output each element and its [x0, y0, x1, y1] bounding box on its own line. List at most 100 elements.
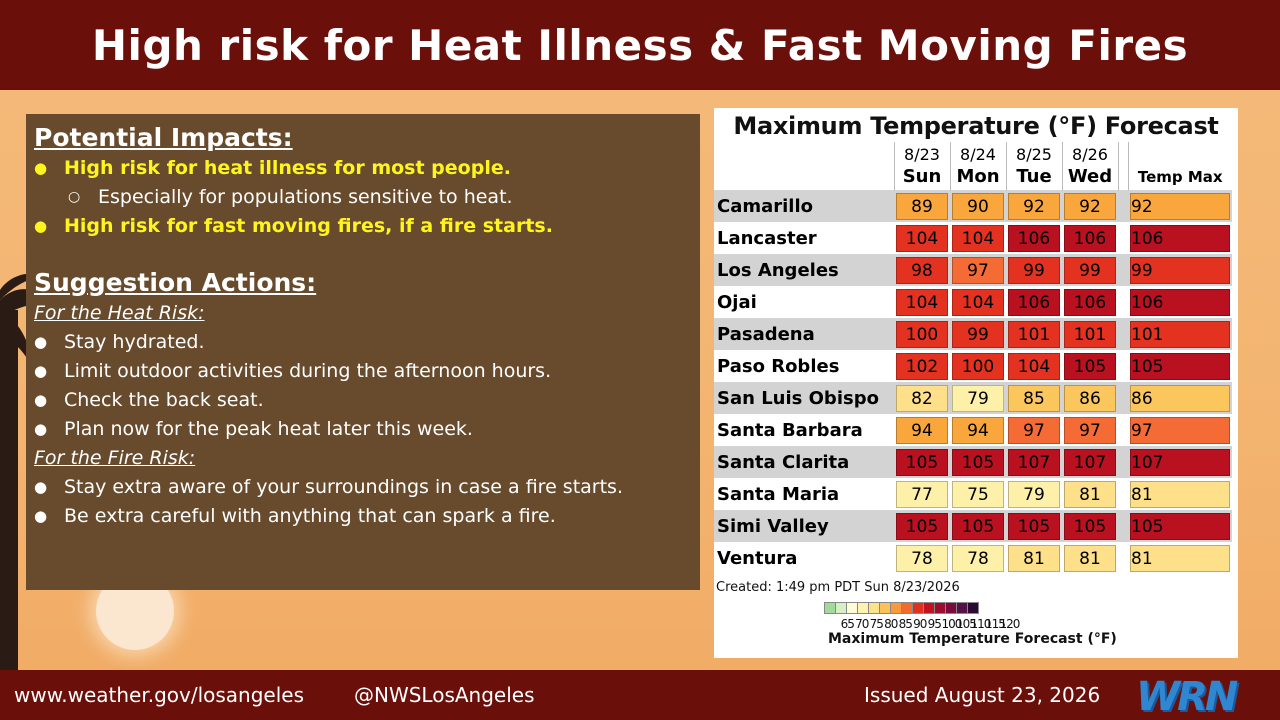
legend-tick: 100 [941, 617, 963, 631]
table-row: San Luis Obispo 82 79 85 86 86 [714, 382, 1232, 414]
temp-value: 79 [1008, 480, 1060, 508]
list-item: ● Stay hydrated. [34, 328, 692, 357]
column-separator [1118, 542, 1128, 574]
city-name: Santa Maria [714, 478, 894, 510]
temp-cell: 102 [894, 350, 950, 382]
temp-value: 106 [1064, 224, 1116, 252]
action-text: Limit outdoor activities during the afte… [64, 360, 552, 382]
temp-max-value: 105 [1130, 512, 1230, 540]
temp-value: 105 [952, 512, 1004, 540]
temp-cell: 98 [894, 254, 950, 286]
temp-cell: 105 [894, 510, 950, 542]
temp-value: 97 [1064, 416, 1116, 444]
bullet-icon: ● [34, 420, 48, 438]
list-item: ● Plan now for the peak heat later this w… [34, 415, 692, 444]
legend-tick: 85 [898, 617, 913, 631]
temp-max-cell: 99 [1128, 254, 1232, 286]
hollow-bullet-icon: ○ [68, 189, 81, 205]
temp-cell: 75 [950, 478, 1006, 510]
city-name: Santa Barbara [714, 414, 894, 446]
column-separator [1118, 222, 1128, 254]
temp-max-value: 97 [1130, 416, 1230, 444]
temp-value: 78 [952, 544, 1004, 572]
created-timestamp: Created: 1:49 pm PDT Sun 8/23/2026 [716, 580, 960, 595]
legend-tick: 75 [869, 617, 884, 631]
temp-cell: 78 [894, 542, 950, 574]
temp-value: 99 [952, 320, 1004, 348]
legend-tick: 105 [956, 617, 977, 631]
header-spacer [714, 142, 894, 190]
list-item: ● High risk for fast moving fires, if a … [34, 212, 692, 241]
temp-cell: 94 [894, 414, 950, 446]
temp-cell: 99 [1006, 254, 1062, 286]
temp-cell: 104 [894, 286, 950, 318]
temp-max-value: 86 [1130, 384, 1230, 412]
temp-cell: 106 [1062, 286, 1118, 318]
legend-title: Maximum Temperature Forecast (°F) [828, 631, 1117, 647]
city-name: San Luis Obispo [714, 382, 894, 414]
temp-cell: 92 [1062, 190, 1118, 222]
temp-cell: 81 [1062, 478, 1118, 510]
temp-max-cell: 81 [1128, 478, 1232, 510]
website-link[interactable]: www.weather.gov/losangeles [14, 683, 305, 707]
temp-cell: 105 [1062, 350, 1118, 382]
list-item: ● Stay extra aware of your surroundings i… [34, 473, 692, 502]
list-item: ● High risk for heat illness for most pe… [34, 154, 692, 183]
day-header: 8/26 Wed [1061, 142, 1119, 190]
column-separator [1118, 478, 1128, 510]
legend-tick: 90 [913, 617, 927, 631]
temp-cell: 106 [1006, 222, 1062, 254]
column-separator [1118, 318, 1128, 350]
action-text: Plan now for the peak heat later this we… [64, 418, 473, 440]
temp-max-value: 105 [1130, 352, 1230, 380]
list-item: ○ Especially for populations sensitive t… [34, 183, 692, 212]
heat-risk-label: For the Heat Risk: [34, 302, 205, 324]
temp-cell: 104 [894, 222, 950, 254]
city-name: Paso Robles [714, 350, 894, 382]
temp-value: 105 [952, 448, 1004, 476]
temp-value: 98 [896, 256, 948, 284]
temp-value: 79 [952, 384, 1004, 412]
city-name: Pasadena [714, 318, 894, 350]
temp-cell: 105 [1062, 510, 1118, 542]
impacts-list: ● High risk for heat illness for most pe… [34, 154, 692, 241]
day-name: Mon [956, 166, 1000, 187]
table-row: Camarillo 89 90 92 92 92 [714, 190, 1232, 222]
table-row: Santa Maria 77 75 79 81 81 [714, 478, 1232, 510]
temp-value: 106 [1008, 224, 1060, 252]
temp-cell: 104 [1006, 350, 1062, 382]
temp-max-cell: 107 [1128, 446, 1232, 478]
temp-max-cell: 97 [1128, 414, 1232, 446]
temp-cell: 85 [1006, 382, 1062, 414]
column-separator [1118, 254, 1128, 286]
column-separator [1118, 350, 1128, 382]
table-row: Lancaster 104 104 106 106 106 [714, 222, 1232, 254]
temp-cell: 106 [1006, 286, 1062, 318]
action-text: Check the back seat. [64, 389, 264, 411]
temp-value: 106 [1064, 288, 1116, 316]
bullet-icon: ● [34, 478, 48, 496]
temp-max-cell: 106 [1128, 222, 1232, 254]
social-handle[interactable]: @NWSLosAngeles [354, 683, 535, 707]
wrn-logo: WRN [1136, 674, 1238, 720]
temp-value: 102 [896, 352, 948, 380]
temp-max-cell: 92 [1128, 190, 1232, 222]
column-separator [1118, 446, 1128, 478]
temp-cell: 105 [1006, 510, 1062, 542]
temp-value: 107 [1008, 448, 1060, 476]
action-text: Be extra careful with anything that can … [64, 505, 556, 527]
temp-cell: 81 [1006, 542, 1062, 574]
column-separator [1118, 286, 1128, 318]
heat-actions-list: ● Stay hydrated. ● Limit outdoor activitie… [34, 328, 692, 444]
day-header: 8/23 Sun [893, 142, 950, 190]
temp-value: 86 [1064, 384, 1116, 412]
temp-cell: 100 [950, 350, 1006, 382]
temp-value: 94 [952, 416, 1004, 444]
column-separator [1118, 142, 1128, 190]
day-date: 8/26 [1072, 145, 1108, 164]
impact-text: High risk for fast moving fires, if a fi… [64, 215, 553, 237]
temp-value: 100 [952, 352, 1004, 380]
day-date: 8/25 [1016, 145, 1052, 164]
city-name: Lancaster [714, 222, 894, 254]
issued-date: Issued August 23, 2026 [864, 683, 1101, 707]
